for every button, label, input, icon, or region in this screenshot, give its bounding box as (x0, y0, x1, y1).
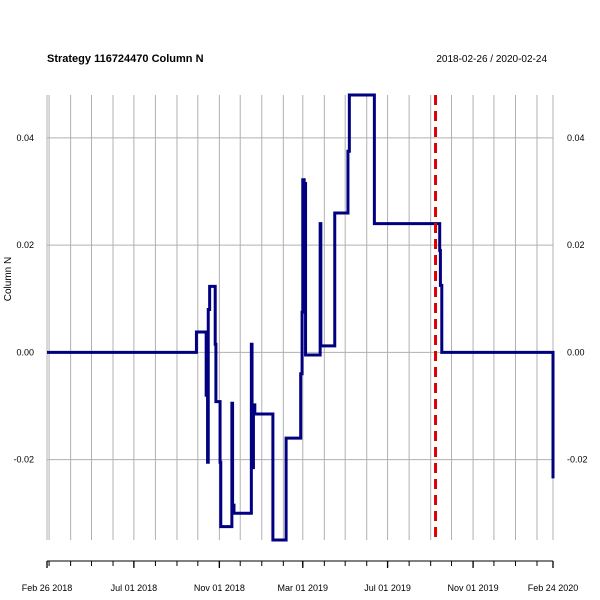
grid-lines (46, 95, 554, 540)
x-tick-label: Mar 01 2019 (278, 583, 329, 593)
series-layer (47, 93, 555, 542)
x-tick-label: Feb 24 2020 (528, 583, 579, 593)
y-tick-label-left: 0.04 (16, 133, 34, 143)
x-axis-ticks: Feb 26 2018 Jul 01 2018 Nov 01 2018 Mar 01 … (22, 560, 579, 593)
y-tick-label-right: 0.04 (567, 133, 585, 143)
x-minor-ticks (48, 561, 538, 566)
series-line (47, 93, 555, 542)
x-tick-label: Feb 26 2018 (22, 583, 73, 593)
y-tick-label-right: 0.02 (567, 240, 585, 250)
x-tick-label: Jul 01 2018 (111, 583, 158, 593)
y-axis-right-ticks: 0.04 0.02 0.00 -0.02 (567, 133, 588, 465)
x-tick-label: Jul 01 2019 (364, 583, 411, 593)
y-tick-label-right: -0.02 (567, 455, 588, 465)
y-tick-label-left: 0.02 (16, 240, 34, 250)
y-tick-label-right: 0.00 (567, 347, 585, 357)
x-tick-label: Nov 01 2019 (448, 583, 499, 593)
chart-title: Strategy 116724470 Column N (47, 53, 204, 65)
y-axis-left-ticks: 0.04 0.02 0.00 -0.02 (13, 133, 34, 465)
y-tick-label-left: 0.00 (16, 347, 34, 357)
y-tick-label-left: -0.02 (13, 455, 34, 465)
x-tick-label: Nov 01 2018 (194, 583, 245, 593)
date-range-label: 2018-02-26 / 2020-02-24 (436, 54, 547, 65)
y-axis-label: Column N (3, 257, 14, 301)
